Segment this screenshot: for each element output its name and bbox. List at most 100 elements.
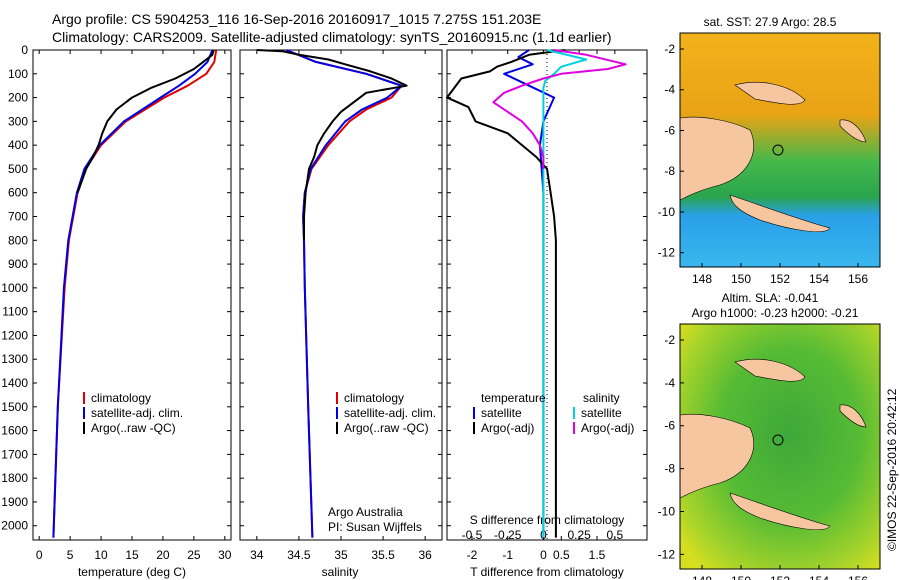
series-line-climatology xyxy=(52,49,218,538)
difference-panel: T difference from climatology S differen… xyxy=(446,49,648,579)
salinity-legend: climatology satellite-adj. clim. Argo(..… xyxy=(336,391,436,435)
x-tick-label: 30 xyxy=(218,548,232,562)
y-tick-label: 200 xyxy=(8,91,28,105)
legend-header-temperature: temperature xyxy=(481,391,546,405)
legend-header-salinity: salinity xyxy=(583,391,620,405)
lat-tick-label: -10 xyxy=(658,205,676,219)
lat-tick-label: -2 xyxy=(664,333,675,347)
y-tick-label: 1600 xyxy=(1,424,28,438)
new-ireland-land xyxy=(734,82,806,105)
solomon-land xyxy=(729,194,831,233)
annotation-argo-australia: Argo Australia xyxy=(328,505,403,519)
annotation-pi: PI: Susan Wijffels xyxy=(328,520,422,534)
island-land xyxy=(839,404,867,428)
new-guinea-land xyxy=(679,413,755,499)
x-tick-label: 15 xyxy=(125,548,139,562)
series-line-argo-raw-qc- xyxy=(256,49,408,241)
x-tick-label: 34.5 xyxy=(287,548,311,562)
lat-tick-label: -10 xyxy=(658,504,676,518)
lat-tick-label: -8 xyxy=(664,462,675,476)
y-tick-label: 1900 xyxy=(1,495,28,509)
series-line-argo-raw-qc- xyxy=(76,49,215,194)
y-tick-label: 900 xyxy=(8,257,28,271)
lon-tick-label: 148 xyxy=(692,574,712,580)
x-tick-label: -1 xyxy=(502,548,513,562)
x-tick-label: 0 xyxy=(540,548,547,562)
y-tick-label: 1700 xyxy=(1,447,28,461)
legend-label-climatology: climatology xyxy=(344,391,404,405)
x-tick-label: 35 xyxy=(334,548,348,562)
x-tick-label: 5 xyxy=(67,548,74,562)
lon-tick-label: 156 xyxy=(848,272,868,286)
legend-label-argo: Argo(..raw -QC) xyxy=(344,421,429,435)
y-tick-label: 300 xyxy=(8,114,28,128)
x-tick-label: 1.5 xyxy=(589,548,606,562)
series-line-satellite-adj-clim- xyxy=(52,49,214,538)
legend-label-s-satellite: satellite xyxy=(581,406,622,420)
sst-map-title: sat. SST: 27.9 Argo: 28.5 xyxy=(704,15,837,29)
y-tick-label: 1400 xyxy=(1,376,28,390)
legend-label-s-argo: Argo(-adj) xyxy=(581,421,634,435)
series-line-salinity-satellite xyxy=(542,49,588,538)
legend-swatch-satellite xyxy=(83,407,85,419)
y-tick-label: 400 xyxy=(8,138,28,152)
y-tick-label: 600 xyxy=(8,186,28,200)
lon-tick-label: 148 xyxy=(692,272,712,286)
legend-swatch-climatology xyxy=(336,392,338,404)
y-tick-label: 1000 xyxy=(1,281,28,295)
x-tick-label: 34 xyxy=(250,548,264,562)
y-tick-label: 1300 xyxy=(1,352,28,366)
legend-swatch-s-satellite xyxy=(573,407,575,419)
island-land xyxy=(839,119,867,143)
x-tick-label: 36 xyxy=(418,548,432,562)
lat-tick-label: -4 xyxy=(664,376,675,390)
legend-label-satellite: satellite-adj. clim. xyxy=(91,406,183,420)
s-tick-label: -0.25 xyxy=(494,528,522,542)
new-ireland-land xyxy=(734,359,806,382)
s-tick-label: 0.25 xyxy=(567,528,591,542)
x-tick-label: 10 xyxy=(94,548,108,562)
s-tick-label: 0.5 xyxy=(607,528,624,542)
y-tick-label: 1200 xyxy=(1,328,28,342)
lat-tick-label: -8 xyxy=(664,164,675,178)
y-tick-label: 700 xyxy=(8,210,28,224)
y-tick-label: 0 xyxy=(21,43,28,57)
difference-legend: temperature salinity satellite Argo(-adj… xyxy=(473,391,634,435)
y-tick-label: 1100 xyxy=(2,305,28,319)
y-tick-label: 500 xyxy=(8,162,28,176)
sst-map: sat. SST: 27.9 Argo: 28.5 148 150 152 154 15… xyxy=(658,15,881,286)
legend-swatch-argo xyxy=(83,422,85,434)
new-guinea-land xyxy=(679,116,755,201)
sla-map-title1: Altim. SLA: -0.041 xyxy=(722,291,819,305)
lon-tick-label: 152 xyxy=(770,272,790,286)
y-tick-label: 1500 xyxy=(1,400,28,414)
y-tick-label: 100 xyxy=(8,67,28,81)
series-line-salinity-argo-adj- xyxy=(492,49,627,169)
x-tick-label: 0 xyxy=(36,548,43,562)
legend-swatch-s-argo xyxy=(573,422,575,434)
y-tick-label: 2000 xyxy=(1,519,28,533)
temperature-xlabel: temperature (deg C) xyxy=(78,565,186,579)
lat-tick-label: -12 xyxy=(658,547,676,561)
lat-tick-label: -4 xyxy=(664,83,675,97)
y-tick-label: 1800 xyxy=(1,471,28,485)
lon-tick-label: 154 xyxy=(809,272,829,286)
series-line-temperature-satellite xyxy=(503,49,556,538)
salinity-panel: salinity 34 34.5 35 35.5 36 climatology sate… xyxy=(239,49,443,579)
credit-text: ©IMOS 22-Sep-2016 20:42:12 xyxy=(885,388,899,551)
legend-swatch-t-satellite xyxy=(473,407,475,419)
difference-x2label: S difference from climatology xyxy=(470,513,625,527)
salinity-plot-frame xyxy=(239,49,443,541)
sla-map: Altim. SLA: -0.041 Argo h1000: -0.23 h20… xyxy=(658,291,881,580)
legend-swatch-argo xyxy=(336,422,338,434)
sla-map-title2: Argo h1000: -0.23 h2000: -0.21 xyxy=(692,306,859,320)
s-tick-label: -0.5 xyxy=(462,528,483,542)
legend-swatch-t-argo xyxy=(473,422,475,434)
lon-tick-label: 150 xyxy=(731,272,751,286)
salinity-xlabel: salinity xyxy=(322,565,359,579)
difference-xlabel: T difference from climatology xyxy=(470,565,624,579)
x-tick-label: 20 xyxy=(156,548,170,562)
lat-tick-label: -6 xyxy=(664,123,675,137)
legend-label-satellite: satellite-adj. clim. xyxy=(344,406,436,420)
x-tick-label: 0.5 xyxy=(553,548,570,562)
